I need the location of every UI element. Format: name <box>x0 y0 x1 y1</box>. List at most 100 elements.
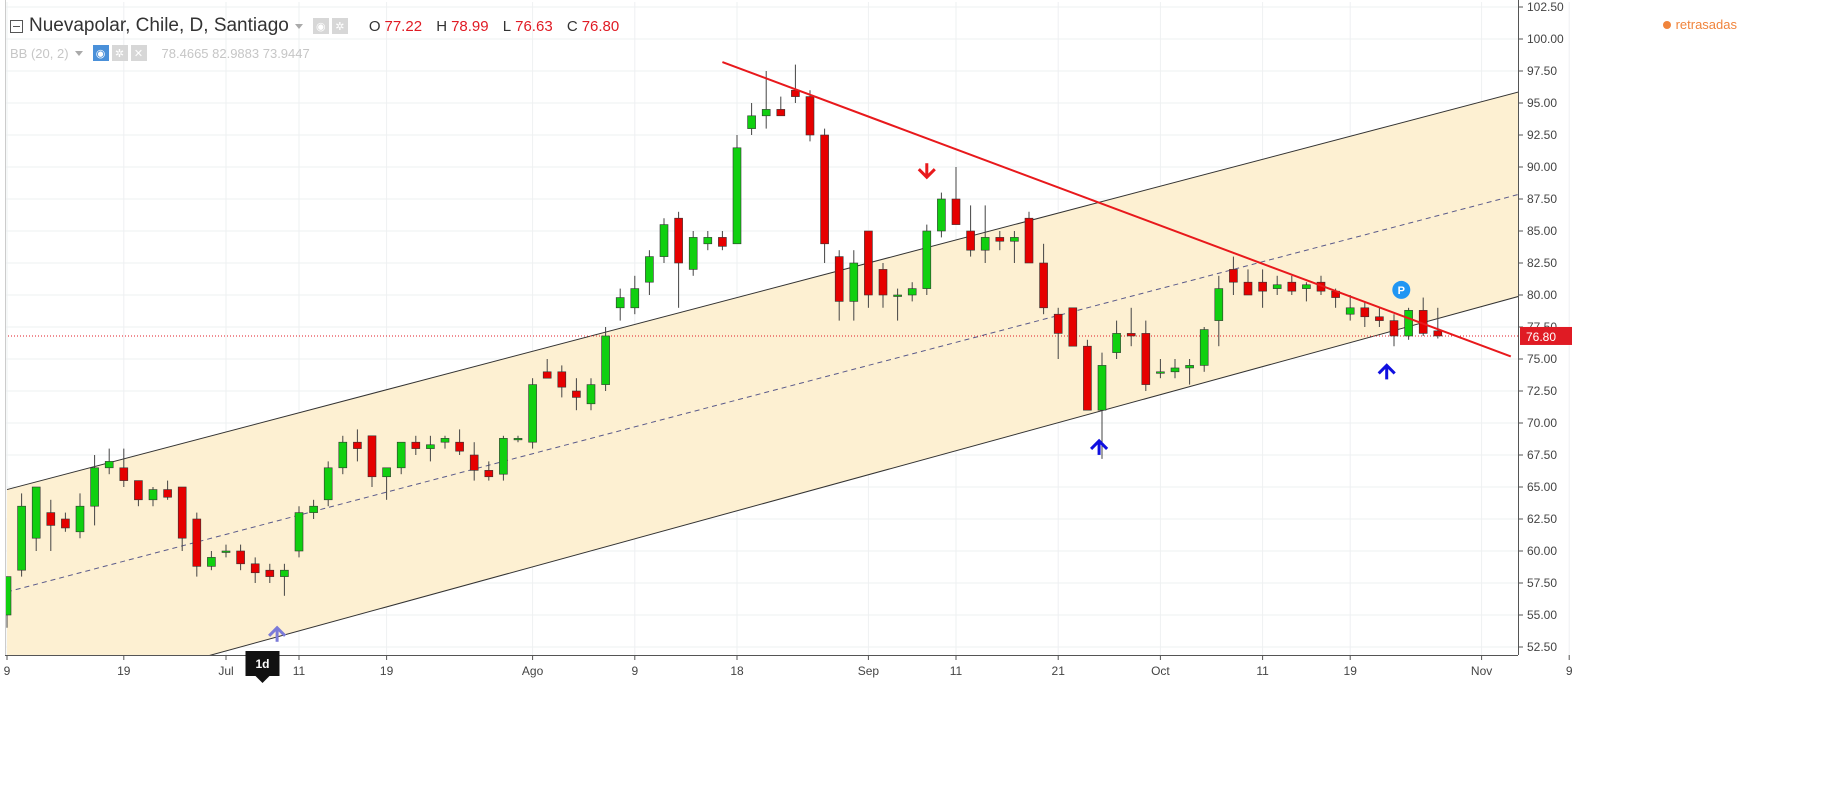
candle-body-up <box>1345 307 1355 315</box>
indicator-visibility-icon[interactable]: ◉ <box>92 45 109 61</box>
indicator-settings-icon[interactable]: ✲ <box>111 45 128 61</box>
x-tick-label: Oct <box>1151 664 1170 678</box>
y-tick-label: 82.50 <box>1527 256 1557 270</box>
candle <box>265 563 275 583</box>
data-status: retrasadas <box>1662 17 1737 32</box>
candle <box>440 435 450 449</box>
chevron-down-icon[interactable] <box>294 23 303 29</box>
candle-body-down <box>834 256 844 302</box>
candle-body-down <box>236 550 245 565</box>
marker-circle <box>1392 280 1411 299</box>
interval-badge-bg <box>245 651 280 676</box>
candle <box>382 467 391 500</box>
candle <box>5 576 12 628</box>
candle-body-up <box>75 505 85 533</box>
candle-body-down <box>820 134 829 245</box>
candle <box>75 493 85 539</box>
candle-body-down <box>1024 217 1034 264</box>
candle <box>134 480 143 507</box>
candle <box>353 429 362 462</box>
candle <box>718 231 727 251</box>
candle-body-up <box>148 489 158 501</box>
candle <box>1375 307 1384 327</box>
interval-badge: 1d <box>245 651 280 683</box>
channel-upper-line <box>6 91 1518 491</box>
candle-body-down <box>805 96 815 136</box>
candle <box>1433 307 1443 339</box>
candle <box>61 512 70 532</box>
candle <box>791 64 800 103</box>
x-tick-label: Nov <box>1471 664 1492 678</box>
candle-body-down <box>966 230 975 251</box>
candle-body-up <box>645 256 654 283</box>
candle <box>980 205 990 263</box>
candle-body-down <box>674 217 683 264</box>
arrow-head <box>1090 438 1109 450</box>
candle-body-up <box>688 237 698 270</box>
candle <box>586 378 596 411</box>
candle-body-down <box>557 371 567 388</box>
candle <box>937 192 946 238</box>
collapse-icon[interactable] <box>10 19 23 33</box>
candle <box>1258 269 1267 308</box>
candle-body-up <box>1010 237 1019 242</box>
candle-body-up <box>849 262 859 302</box>
candle <box>878 263 888 308</box>
y-tick-label: 57.50 <box>1527 576 1557 590</box>
candle-body-down <box>469 454 479 471</box>
channel-fill <box>7 92 1518 655</box>
price-tag-bg <box>1520 326 1572 345</box>
visibility-icon[interactable]: ◉ <box>312 18 329 34</box>
candle <box>1229 256 1238 295</box>
x-tick-label: 9 <box>4 664 11 678</box>
indicator-name[interactable]: BB (20, 2) <box>10 45 69 61</box>
channel-lower-line <box>209 296 1518 655</box>
candle <box>1272 275 1282 295</box>
candle <box>1126 307 1136 347</box>
candle-body-up <box>630 288 640 309</box>
x-tick-label: 9 <box>1566 664 1573 678</box>
candle-body-down <box>250 563 260 574</box>
candle-body-up <box>221 550 231 553</box>
status-dot-icon <box>1662 20 1671 29</box>
y-tick-label: 92.50 <box>1527 128 1557 142</box>
y-tick-label: 67.50 <box>1527 448 1557 462</box>
candle <box>469 442 479 481</box>
candle <box>1302 282 1311 302</box>
candle <box>674 211 683 308</box>
settings-icon[interactable]: ✲ <box>331 18 348 34</box>
y-tick-label: 100.00 <box>1527 32 1564 46</box>
indicator-chevron-icon[interactable] <box>74 50 83 56</box>
close-icon[interactable]: ✕ <box>130 45 147 61</box>
x-tick-label: 9 <box>631 664 638 678</box>
candle <box>732 135 742 245</box>
x-tick-label: 11 <box>1256 664 1269 678</box>
y-tick-label: 60.00 <box>1527 544 1557 558</box>
indicator-values: 78.4665 82.9883 73.9447 <box>161 45 310 61</box>
symbol-title[interactable]: Nuevapolar, Chile, D, Santiago <box>29 15 289 36</box>
x-tick-label: Jul <box>218 664 233 678</box>
candle-body-up <box>1156 371 1165 374</box>
candle <box>542 359 552 379</box>
interval-badge-label: 1d <box>255 657 269 671</box>
candle <box>688 231 698 276</box>
y-tick-label: 90.00 <box>1527 160 1557 174</box>
candle <box>834 250 844 321</box>
arrow-down-icon <box>917 163 936 180</box>
candle <box>207 551 216 571</box>
candle <box>309 499 318 519</box>
y-tick-label: 87.50 <box>1527 192 1557 206</box>
y-tick-label: 52.50 <box>1527 640 1557 654</box>
candle-body-down <box>177 486 187 539</box>
candle <box>119 448 129 487</box>
candle <box>1287 275 1297 295</box>
candle-body-down <box>1360 307 1370 318</box>
candle <box>864 230 873 308</box>
candle <box>294 506 304 558</box>
candle-body-up <box>615 297 625 309</box>
candle-body-up <box>499 438 508 475</box>
candle <box>747 103 756 135</box>
arrow-head <box>917 168 936 180</box>
price-tag-label: 76.80 <box>1526 330 1556 344</box>
